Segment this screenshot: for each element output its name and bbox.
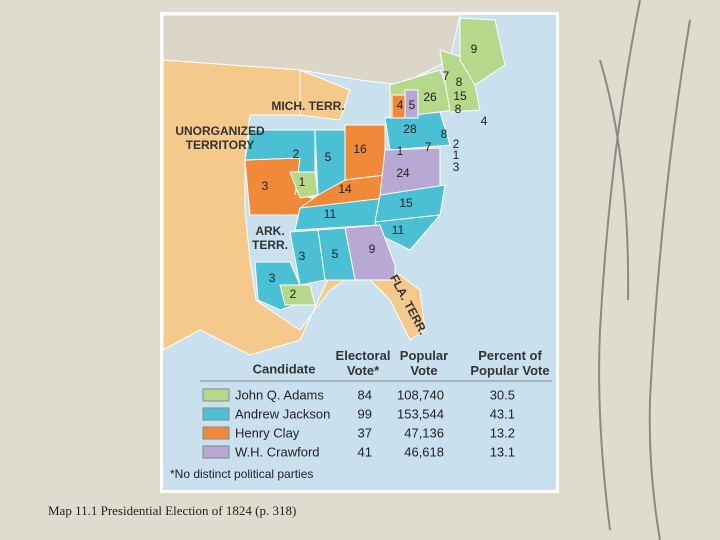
candidate-name: John Q. Adams	[235, 387, 324, 402]
table-cell: 153,544	[397, 406, 444, 421]
table-cell: 99	[358, 406, 372, 421]
state-vote-label: 2	[453, 137, 460, 151]
state-vote-label: 7	[425, 140, 432, 154]
table-cell: 47,136	[404, 425, 444, 440]
table-cell: 46,618	[404, 444, 444, 459]
state-vote-label: 3	[269, 271, 276, 285]
state-vote-label: 15	[399, 196, 413, 210]
footnote: *No distinct political parties	[170, 467, 313, 481]
table-cell: 108,740	[397, 387, 444, 402]
state-vote-label: 4	[481, 114, 488, 128]
table-cell: 84	[358, 387, 372, 402]
swatch	[202, 407, 230, 421]
state-vote-label: 1	[299, 175, 306, 189]
table-header: Percent of Popular Vote	[470, 348, 549, 378]
table-cell: 41	[358, 444, 372, 459]
state-vote-label: 9	[369, 242, 376, 256]
branches	[598, 0, 691, 540]
state-vote-label: 11	[324, 207, 337, 221]
swatch	[202, 426, 230, 440]
state-vote-label: 9	[471, 42, 478, 56]
table-header: Candidate	[253, 361, 316, 376]
table-cell: 13.1	[490, 444, 515, 459]
region-label: UNORGANIZED TERRITORY	[175, 124, 265, 152]
swatch	[202, 445, 230, 459]
state-vote-label: 3	[299, 249, 306, 263]
state-vote-label: 16	[353, 142, 367, 156]
state-vote-label: 2	[290, 287, 297, 301]
state-vote-label: 3	[262, 179, 269, 193]
state-vote-label: 4	[397, 98, 404, 112]
state-vote-label: 7	[443, 69, 450, 83]
state-vote-label: 11	[392, 223, 405, 237]
state-vote-label: 8	[456, 75, 463, 89]
caption: Map 11.1 Presidential Election of 1824 (…	[48, 503, 296, 518]
table-cell: 13.2	[490, 425, 515, 440]
candidate-name: Andrew Jackson	[235, 406, 330, 421]
state-vote-label: 5	[332, 247, 339, 261]
table-header: Electoral Vote*	[336, 348, 391, 378]
state-vote-label: 26	[423, 90, 437, 104]
state-vote-label: 28	[403, 122, 417, 136]
map-shapes	[162, 14, 506, 356]
state-vote-label: 2	[293, 147, 300, 161]
table-header: Popular Vote	[400, 348, 448, 378]
state-vote-label: 8	[455, 102, 462, 116]
region-label: MICH. TERR.	[271, 99, 344, 113]
state-vote-label: 24	[396, 166, 410, 180]
table-cell: 30.5	[490, 387, 515, 402]
state-vote-label: 15	[453, 89, 467, 103]
state-vote-label: 3	[453, 160, 460, 174]
table-cell: 37	[358, 425, 372, 440]
swatch	[202, 388, 230, 402]
state-vote-label: 5	[325, 150, 332, 164]
state-vote-label: 1	[453, 148, 460, 162]
state-vote-label: 1	[397, 144, 404, 158]
table-cell: 43.1	[490, 406, 515, 421]
state-vote-label: 14	[338, 182, 352, 196]
region-label: ARK. TERR.	[252, 224, 288, 252]
legend-swatches	[202, 388, 230, 459]
candidate-name: W.H. Crawford	[235, 444, 320, 459]
candidate-name: Henry Clay	[235, 425, 300, 440]
state-vote-label: 5	[409, 98, 416, 112]
state-vote-label: 8	[441, 127, 448, 141]
